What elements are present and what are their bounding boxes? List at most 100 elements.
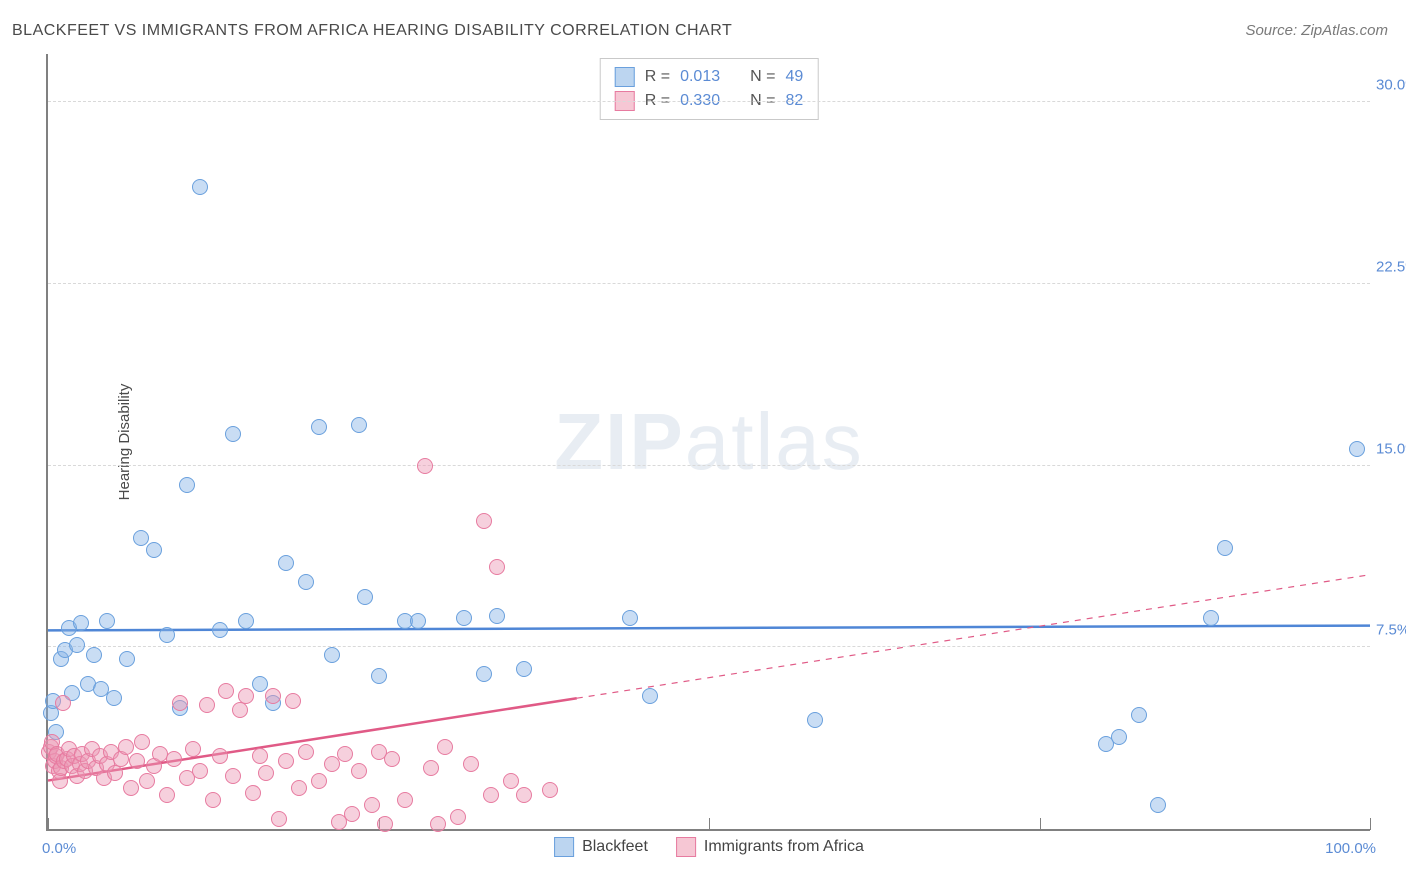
data-point-immigrants <box>344 806 360 822</box>
data-point-immigrants <box>107 765 123 781</box>
x-axis-max: 100.0% <box>1325 840 1376 857</box>
data-point-blackfeet <box>212 622 228 638</box>
data-point-blackfeet <box>1150 797 1166 813</box>
chart-title: BLACKFEET VS IMMIGRANTS FROM AFRICA HEAR… <box>12 22 732 40</box>
data-point-immigrants <box>417 458 433 474</box>
trendline-ext-immigrants <box>577 575 1370 699</box>
data-point-blackfeet <box>146 542 162 558</box>
data-point-immigrants <box>123 780 139 796</box>
data-point-immigrants <box>265 688 281 704</box>
plot-area: ZIPatlas Hearing Disability R =0.013N =4… <box>46 54 1370 831</box>
data-point-blackfeet <box>179 477 195 493</box>
data-point-immigrants <box>199 697 215 713</box>
data-point-immigrants <box>159 787 175 803</box>
data-point-blackfeet <box>86 647 102 663</box>
data-point-blackfeet <box>311 419 327 435</box>
data-point-immigrants <box>450 809 466 825</box>
data-point-blackfeet <box>159 627 175 643</box>
data-point-blackfeet <box>298 574 314 590</box>
data-point-immigrants <box>258 765 274 781</box>
data-point-blackfeet <box>252 676 268 692</box>
data-point-immigrants <box>129 753 145 769</box>
data-point-blackfeet <box>410 613 426 629</box>
data-point-immigrants <box>55 695 71 711</box>
legend-series: Blackfeet Immigrants from Africa <box>554 837 864 857</box>
data-point-immigrants <box>489 559 505 575</box>
data-point-immigrants <box>463 756 479 772</box>
data-point-immigrants <box>503 773 519 789</box>
data-point-immigrants <box>172 695 188 711</box>
source-label: Source: ZipAtlas.com <box>1245 22 1388 39</box>
data-point-blackfeet <box>119 651 135 667</box>
data-point-immigrants <box>245 785 261 801</box>
data-point-blackfeet <box>516 661 532 677</box>
legend-item: Blackfeet <box>554 837 648 857</box>
data-point-blackfeet <box>1217 540 1233 556</box>
data-point-blackfeet <box>351 417 367 433</box>
x-tick <box>1370 818 1371 830</box>
data-point-blackfeet <box>1349 441 1365 457</box>
x-axis-min: 0.0% <box>42 840 76 857</box>
data-point-immigrants <box>364 797 380 813</box>
data-point-immigrants <box>238 688 254 704</box>
r-value: 0.013 <box>680 65 720 89</box>
data-point-blackfeet <box>106 690 122 706</box>
x-tick <box>1040 818 1041 830</box>
data-point-immigrants <box>377 816 393 832</box>
data-point-blackfeet <box>99 613 115 629</box>
data-point-blackfeet <box>73 615 89 631</box>
legend-stats: R =0.013N =49R =0.330N =82 <box>600 58 819 120</box>
gridline <box>48 465 1370 466</box>
legend-label: Immigrants from Africa <box>704 838 864 855</box>
data-point-blackfeet <box>642 688 658 704</box>
data-point-immigrants <box>337 746 353 762</box>
data-point-immigrants <box>139 773 155 789</box>
data-point-immigrants <box>218 683 234 699</box>
n-value: 49 <box>785 65 803 89</box>
data-point-immigrants <box>212 748 228 764</box>
y-tick-label: 30.0% <box>1376 77 1406 94</box>
legend-label: Blackfeet <box>582 838 648 855</box>
data-point-immigrants <box>285 693 301 709</box>
data-point-blackfeet <box>324 647 340 663</box>
data-point-immigrants <box>351 763 367 779</box>
data-point-immigrants <box>166 751 182 767</box>
data-point-immigrants <box>542 782 558 798</box>
data-point-blackfeet <box>1203 610 1219 626</box>
data-point-blackfeet <box>489 608 505 624</box>
data-point-blackfeet <box>371 668 387 684</box>
legend-stat-row: R = 0.013 N = 49 <box>615 65 804 89</box>
data-point-blackfeet <box>238 613 254 629</box>
legend-item: Immigrants from Africa <box>676 837 864 857</box>
data-point-blackfeet <box>807 712 823 728</box>
data-point-blackfeet <box>192 179 208 195</box>
data-point-immigrants <box>423 760 439 776</box>
r-label: R = <box>645 65 670 89</box>
y-tick-label: 15.0% <box>1376 440 1406 457</box>
legend-swatch <box>615 67 635 87</box>
legend-swatch <box>676 837 696 857</box>
data-point-immigrants <box>252 748 268 764</box>
data-point-blackfeet <box>133 530 149 546</box>
data-point-blackfeet <box>1111 729 1127 745</box>
data-point-immigrants <box>298 744 314 760</box>
data-point-immigrants <box>483 787 499 803</box>
data-point-immigrants <box>232 702 248 718</box>
data-point-blackfeet <box>357 589 373 605</box>
data-point-immigrants <box>225 768 241 784</box>
y-tick-label: 22.5% <box>1376 259 1406 276</box>
n-label: N = <box>750 65 775 89</box>
data-point-blackfeet <box>476 666 492 682</box>
data-point-immigrants <box>134 734 150 750</box>
gridline <box>48 101 1370 102</box>
data-point-blackfeet <box>69 637 85 653</box>
data-point-blackfeet <box>1131 707 1147 723</box>
data-point-immigrants <box>311 773 327 789</box>
x-tick <box>709 818 710 830</box>
data-point-immigrants <box>271 811 287 827</box>
data-point-blackfeet <box>225 426 241 442</box>
data-point-immigrants <box>516 787 532 803</box>
y-tick-label: 7.5% <box>1376 622 1406 639</box>
gridline <box>48 646 1370 647</box>
legend-swatch <box>554 837 574 857</box>
